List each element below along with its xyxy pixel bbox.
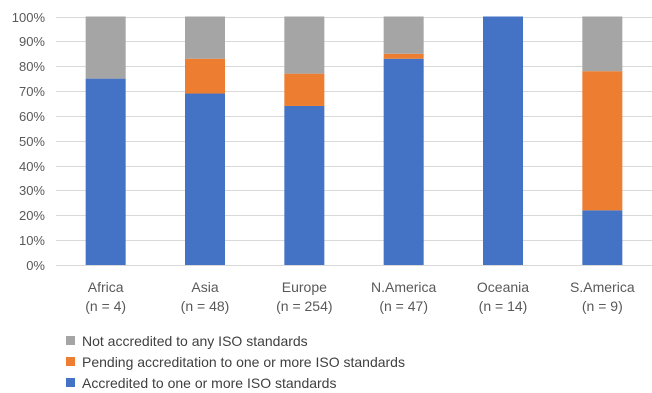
bar-segment — [582, 16, 623, 72]
y-tick-label: 60% — [19, 109, 45, 124]
x-tick-sublabel: (n = 9) — [582, 298, 623, 314]
legend: Not accredited to any ISO standards Pendi… — [66, 330, 405, 393]
x-tick-label: Europe — [282, 279, 327, 295]
bar-segment — [284, 16, 325, 74]
legend-label: Not accredited to any ISO standards — [82, 332, 308, 349]
legend-swatch — [66, 378, 75, 387]
bar-segment — [383, 16, 424, 54]
stacked-bar-chart: 0% 10% 20% 30% 40% 50% 60% 70% 80% 90% 100% Africa… — [12, 10, 652, 314]
bar-segment — [185, 16, 225, 59]
bar-segment — [582, 210, 623, 265]
x-tick-sublabel: (n = 14) — [479, 298, 528, 314]
legend-swatch — [66, 357, 75, 366]
bar-segment — [383, 58, 424, 266]
legend-label: Accredited to one or more ISO standards — [82, 374, 337, 391]
y-tick-label: 20% — [19, 208, 45, 223]
bar-segment — [85, 16, 126, 79]
x-axis: Africa (n = 4) Asia (n = 48) Europe (n = 254)… — [56, 265, 652, 314]
x-tick-label: Oceania — [477, 279, 529, 295]
bar-segment — [85, 78, 126, 265]
x-tick-sublabel: (n = 48) — [181, 298, 230, 314]
bar-segment — [483, 16, 523, 265]
y-tick-label: 10% — [19, 233, 45, 248]
x-tick-label: Asia — [191, 279, 218, 295]
y-tick-label: 90% — [19, 34, 45, 49]
y-tick-label: 80% — [19, 59, 45, 74]
bar-segment — [582, 71, 623, 211]
legend-item: Pending accreditation to one or more ISO… — [66, 351, 405, 372]
bar-segment — [284, 73, 325, 106]
y-tick-label: 0% — [26, 258, 45, 273]
bar-segment — [284, 105, 325, 266]
x-tick-label: N.America — [371, 279, 437, 295]
y-tick-label: 70% — [19, 84, 45, 99]
legend-item: Accredited to one or more ISO standards — [66, 372, 405, 393]
x-tick-sublabel: (n = 4) — [85, 298, 126, 314]
bars — [85, 16, 623, 266]
y-tick-label: 30% — [19, 183, 45, 198]
x-tick-sublabel: (n = 47) — [379, 298, 428, 314]
gridlines — [56, 17, 652, 266]
x-tick-label: S.America — [570, 279, 635, 295]
bar-segment — [185, 58, 225, 94]
y-tick-label: 100% — [12, 10, 46, 25]
x-tick-label: Africa — [88, 279, 124, 295]
legend-item: Not accredited to any ISO standards — [66, 330, 405, 351]
x-tick-sublabel: (n = 254) — [276, 298, 332, 314]
legend-label: Pending accreditation to one or more ISO… — [82, 353, 405, 370]
y-tick-label: 40% — [19, 159, 45, 174]
bar-segment — [185, 93, 225, 265]
y-tick-label: 50% — [19, 134, 45, 149]
legend-swatch — [66, 336, 75, 345]
bar-segment — [383, 53, 424, 59]
y-axis: 0% 10% 20% 30% 40% 50% 60% 70% 80% 90% 100% — [12, 10, 46, 273]
